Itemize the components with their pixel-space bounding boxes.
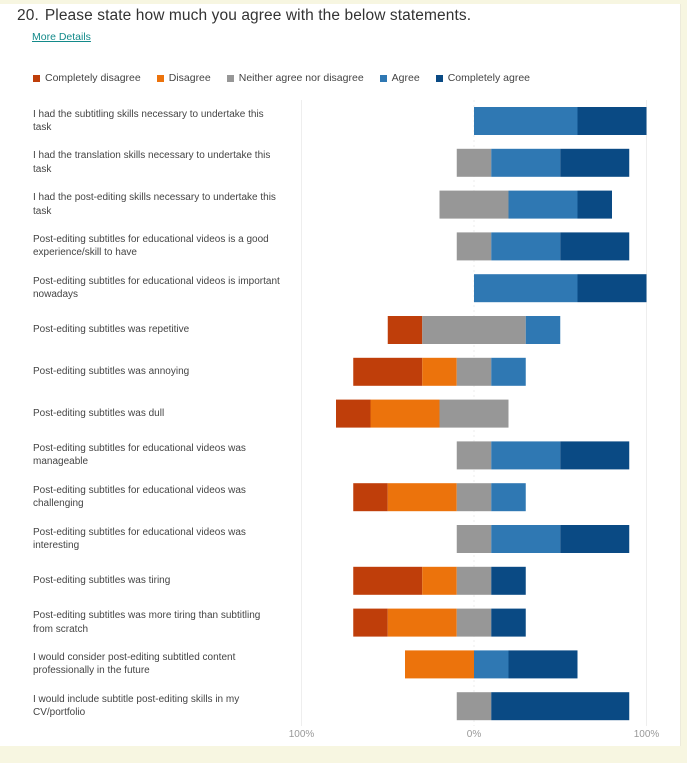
category-label: I had the translation skills necessary t… [33, 150, 271, 175]
bar-completely-agree[interactable] [491, 608, 526, 637]
category-label: Post-editing subtitles for educational v… [33, 275, 280, 301]
bar-completely-disagree[interactable] [336, 399, 371, 428]
bar-completely-agree[interactable] [577, 107, 647, 135]
category-label: Post-editing subtitles for educational v… [33, 484, 246, 510]
bar-agree[interactable] [474, 107, 578, 135]
legend-swatch [435, 74, 443, 82]
bar-agree[interactable] [508, 190, 578, 219]
bar-completely-agree[interactable] [560, 148, 630, 177]
question-text: Please state how much you agree with the… [44, 7, 472, 24]
x-tick-label: 0% [467, 729, 482, 740]
category-label: Post-editing subtitles for educational v… [33, 442, 246, 468]
bar-neutral[interactable] [456, 232, 492, 261]
category-label: Post-editing subtitles was tiring [33, 574, 171, 586]
bar-completely-agree[interactable] [491, 566, 526, 595]
legend-label: Neither agree nor disagree [238, 72, 364, 84]
bar-completely-disagree[interactable] [353, 483, 388, 512]
bar-disagree[interactable] [387, 483, 457, 512]
bar-agree[interactable] [491, 357, 526, 386]
bar-completely-agree[interactable] [508, 650, 578, 679]
legend-item-disagree[interactable]: Disagree [156, 72, 211, 84]
more-details-link[interactable]: More Details [32, 31, 91, 43]
bar-agree[interactable] [491, 483, 526, 512]
bar-disagree[interactable] [387, 608, 457, 637]
legend-label: Completely disagree [45, 72, 141, 84]
question-number: 20. [17, 7, 39, 24]
question-title: 20. Please state how much you agree with … [17, 7, 471, 25]
legend-item-completely-disagree[interactable]: Completely disagree [33, 72, 141, 84]
bar-completely-agree[interactable] [577, 274, 647, 303]
x-tick-label: 100% [289, 729, 315, 740]
bar-neutral[interactable] [456, 608, 492, 637]
bar-completely-agree[interactable] [560, 525, 630, 553]
bar-completely-disagree[interactable] [353, 357, 423, 386]
chart-legend: Completely disagree Disagree Neither agr… [33, 72, 546, 84]
diverging-bar-chart: 100% 0% 100% [289, 100, 660, 740]
bar-neutral[interactable] [456, 148, 492, 177]
x-tick-label: 100% [634, 729, 660, 740]
bar-agree[interactable] [525, 316, 561, 344]
legend-label: Disagree [168, 72, 211, 84]
category-label: Post-editing subtitles was annoying [33, 365, 190, 377]
legend-swatch [156, 74, 164, 82]
legend-item-completely-agree[interactable]: Completely agree [435, 72, 530, 84]
bar-agree[interactable] [491, 441, 561, 470]
legend-swatch [379, 74, 387, 82]
bar-neutral[interactable] [439, 190, 509, 219]
category-label: Post-editing subtitles was more tiring t… [33, 610, 261, 635]
bar-neutral[interactable] [456, 692, 492, 721]
bar-neutral[interactable] [456, 483, 492, 512]
category-label: I would include subtitle post-editing sk… [33, 693, 240, 719]
bar-disagree[interactable] [422, 357, 457, 386]
bar-disagree[interactable] [405, 650, 474, 679]
category-label: Post-editing subtitles was dull [33, 407, 165, 419]
legend-item-neutral[interactable]: Neither agree nor disagree [226, 72, 364, 84]
category-label: Post-editing subtitles for educational v… [33, 233, 269, 259]
bar-neutral[interactable] [456, 566, 492, 595]
bar-agree[interactable] [491, 148, 561, 177]
category-label: I had the post-editing skills necessary … [33, 192, 276, 217]
bar-completely-agree[interactable] [560, 441, 630, 470]
bar-agree[interactable] [491, 525, 561, 553]
category-label: I would consider post-editing subtitled … [33, 651, 236, 677]
bar-agree[interactable] [491, 232, 561, 261]
bar-completely-agree[interactable] [560, 232, 630, 261]
question-card: 20. Please state how much you agree with … [0, 4, 681, 746]
bar-neutral[interactable] [456, 525, 492, 553]
bar-agree[interactable] [474, 650, 509, 679]
bar-completely-agree[interactable] [491, 692, 630, 721]
category-label: I had the subtitling skills necessary to… [33, 108, 264, 134]
legend-swatch [33, 74, 40, 82]
legend-swatch [226, 74, 234, 82]
category-label: Post-editing subtitles for educational v… [33, 526, 246, 552]
category-label: Post-editing subtitles was repetitive [33, 324, 190, 335]
bar-completely-disagree[interactable] [353, 566, 423, 595]
bar-neutral[interactable] [456, 441, 492, 470]
bar-disagree[interactable] [422, 566, 457, 595]
bar-completely-disagree[interactable] [387, 316, 423, 344]
bar-completely-disagree[interactable] [353, 608, 388, 637]
legend-label: Completely agree [447, 72, 530, 84]
bar-agree[interactable] [474, 274, 578, 303]
legend-label: Agree [391, 72, 420, 84]
bar-completely-agree[interactable] [577, 190, 613, 219]
bar-disagree[interactable] [370, 399, 440, 428]
legend-item-agree[interactable]: Agree [379, 72, 420, 84]
bar-neutral[interactable] [439, 399, 509, 428]
bar-neutral[interactable] [456, 357, 492, 386]
bar-neutral[interactable] [422, 316, 526, 344]
